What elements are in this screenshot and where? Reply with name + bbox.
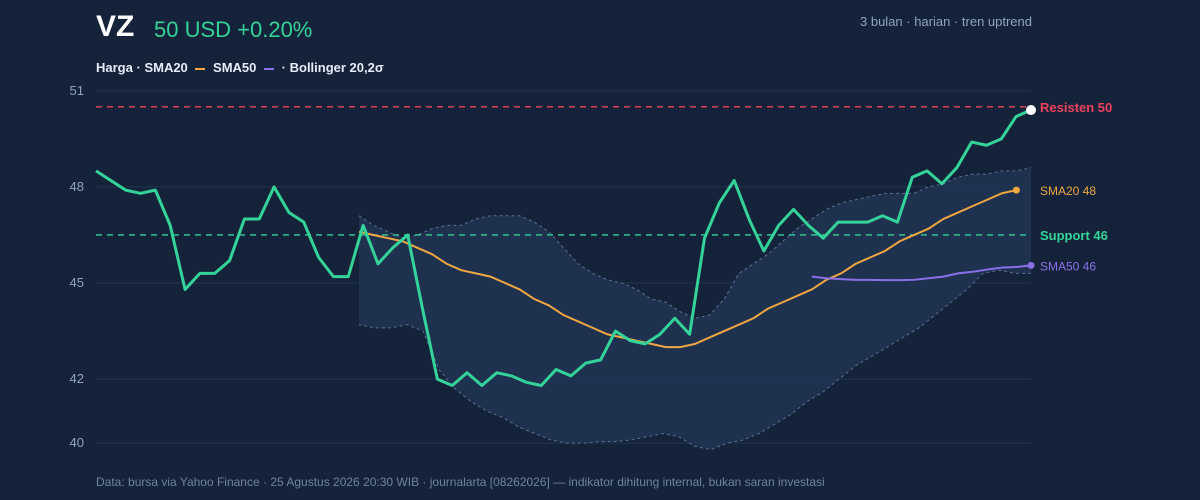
sma50-line [811,264,1032,282]
sma20-end-label: SMA20 48 [1040,184,1096,198]
y-tick-label: 45 [70,275,84,290]
chart-footer: Data: bursa via Yahoo Finance · 25 Agust… [96,475,825,489]
price-end-marker [1026,105,1036,116]
resistance-label: Resisten 50 [1040,100,1112,115]
bollinger-upper-line [358,167,1032,319]
sma20-end-marker [1012,186,1020,194]
bollinger-lower-line [358,269,1031,451]
y-tick-label: 40 [70,435,84,450]
legend-sma20-swatch [195,67,206,70]
legend-sma50-swatch [264,67,275,70]
y-tick-label: 48 [70,179,84,194]
legend-separator: · [281,60,290,75]
legend-sma20: SMA20 [144,60,188,75]
y-tick-label: 51 [70,83,84,98]
bollinger-band [358,167,1031,450]
chart-meta: 3 bulan · harian · tren uptrend [860,14,1032,29]
chart-legend: Harga · SMA20 SMA50 · Bollinger 20,2σ [96,60,384,75]
ticker-symbol: VZ [96,10,135,43]
legend-separator: · [136,60,145,75]
sma20-line [358,189,1017,349]
legend-price: Harga [96,60,133,75]
support-label: Support 46 [1040,228,1108,243]
price-line [95,108,1032,388]
y-tick-label: 42 [70,371,84,386]
legend-sma50: SMA50 [213,60,257,75]
legend-bollinger: Bollinger 20,2σ [289,60,384,75]
sma50-end-label: SMA50 46 [1040,259,1096,273]
sma50-end-marker [1027,261,1035,269]
price-quote: 50 USD +0.20% [154,17,313,42]
